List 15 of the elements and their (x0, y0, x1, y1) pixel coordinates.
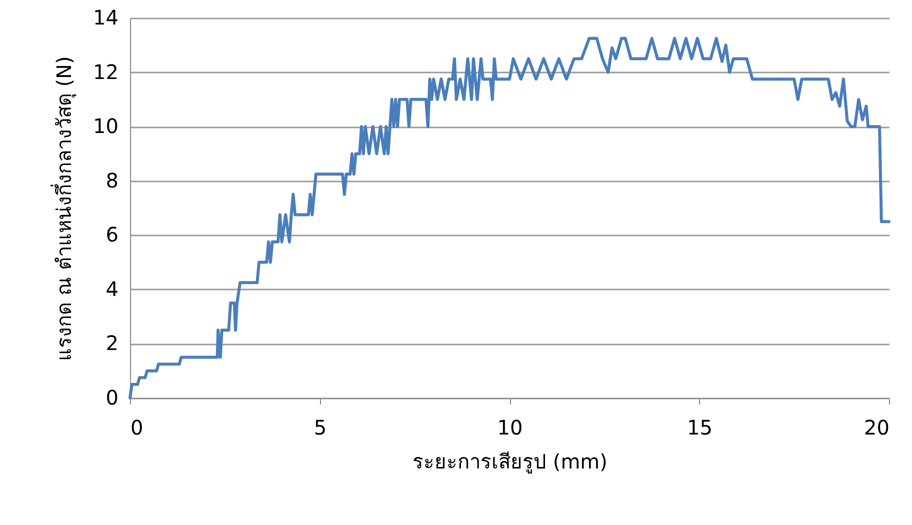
y-tick-label: 4 (106, 276, 118, 301)
y-tick-label: 6 (106, 222, 118, 247)
y-tick-label: 12 (93, 60, 118, 84)
x-axis-title: ระยะการเสียรูป (mm) (412, 450, 608, 474)
y-tick-label: 0 (106, 386, 118, 410)
x-tick-label: 15 (687, 416, 712, 440)
y-tick-label: 10 (93, 114, 118, 138)
y-tick-label: 14 (93, 6, 118, 30)
x-tick-label: 20 (864, 416, 890, 440)
x-tick-label: 0 (130, 416, 144, 440)
x-tick-label: 10 (497, 416, 523, 440)
y-tick-label: 2 (106, 331, 118, 356)
y-axis-title: แรงกด ณ ตำแหน่งกึ่งกลางวัสดุ (N) (50, 56, 78, 361)
y-tick-label: 8 (106, 168, 118, 192)
x-tick-label: 5 (314, 416, 327, 440)
